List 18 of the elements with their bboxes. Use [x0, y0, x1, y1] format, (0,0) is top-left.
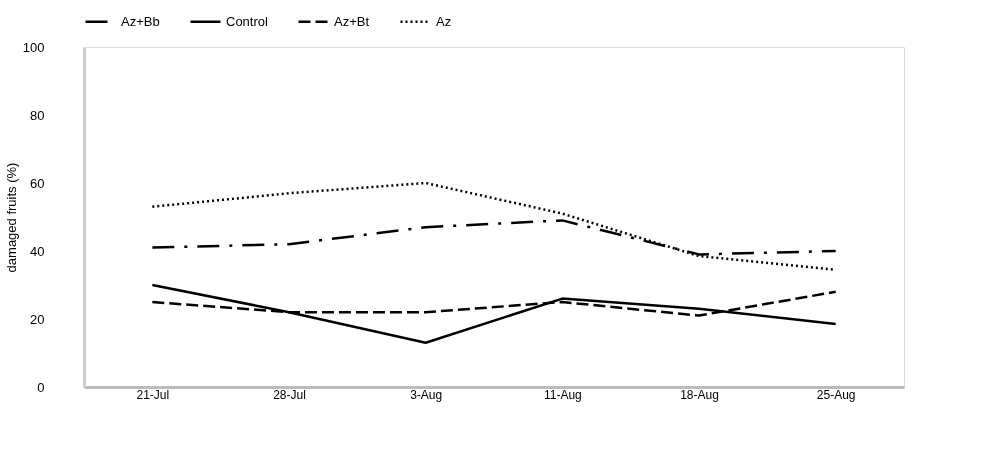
y-tick-label: 40 — [30, 243, 45, 259]
y-tick-label: 80 — [30, 107, 45, 123]
y-tick-label: 0 — [37, 379, 45, 395]
legend-label: Az+Bt — [334, 13, 370, 29]
x-tick-label: 28-Jul — [273, 387, 306, 402]
y-tick-label: 60 — [30, 175, 45, 191]
y-axis-title: damaged fruits (%) — [3, 162, 19, 273]
line-series — [151, 283, 837, 345]
y-tick-label: 20 — [30, 311, 45, 327]
legend-label: Control — [226, 13, 269, 29]
x-tick-label: 18-Aug — [680, 387, 719, 402]
x-tick-label: 11-Aug — [543, 387, 582, 402]
x-tick-label: 25-Aug — [816, 387, 856, 402]
legend-label: Az+Bb — [121, 13, 160, 29]
x-tick-label: 3-Aug — [410, 387, 443, 402]
x-tick-label: 21-Jul — [136, 387, 170, 402]
legend-label: Az — [436, 13, 452, 29]
y-tick-label: 100 — [22, 39, 45, 55]
